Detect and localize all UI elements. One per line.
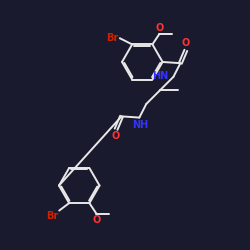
Text: O: O	[112, 131, 120, 141]
Text: O: O	[156, 23, 164, 33]
Text: O: O	[93, 215, 101, 225]
Text: Br: Br	[106, 33, 118, 43]
Text: O: O	[182, 38, 190, 48]
Text: Br: Br	[46, 211, 58, 221]
Text: NH: NH	[132, 120, 148, 130]
Text: HN: HN	[152, 71, 168, 81]
